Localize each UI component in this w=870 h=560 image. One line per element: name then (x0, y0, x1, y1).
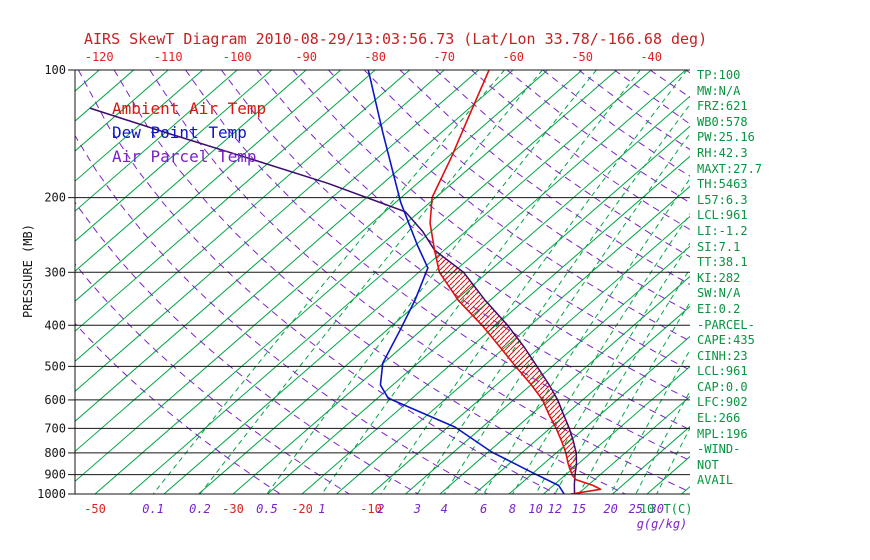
top-temp-tick: -70 (433, 50, 455, 64)
pressure-tick-label: 100 (44, 63, 66, 77)
legend-air-parcel-temp: Air Parcel Temp (112, 147, 257, 166)
pressure-tick-label: 900 (44, 468, 66, 482)
bottom-mixing-tick: 15 (572, 502, 586, 516)
bottom-axis-labels: -50 -30 -20 -100.1 0.2 0.5 1 2 3 4 6 8 10 12 15 20 25 301… (84, 502, 692, 531)
stat-tt-38-1: TT:38.1 (697, 255, 748, 270)
stat-li-1-2: LI:-1.2 (697, 223, 748, 238)
stat-mw-n-a: MW:N/A (697, 83, 741, 98)
top-temp-tick: -80 (364, 50, 386, 64)
bottom-mixing-tick: 3 (413, 502, 421, 516)
bottom-mixing-tick: 4 (441, 502, 448, 516)
bottom-temp-tick: -30 (222, 502, 244, 516)
bottom-mixing-tick: 0.2 (189, 502, 211, 516)
stat-maxt-27-7: MAXT:27.7 (697, 161, 763, 176)
stat-avail: AVAIL (697, 473, 734, 488)
stat-frz-621: FRZ:621 (697, 99, 748, 114)
legend-dew-point-temp: Dew Point Temp (112, 123, 247, 142)
stat-parcel: -PARCEL- (697, 317, 755, 332)
bottom-mixing-tick: 2 (377, 502, 384, 516)
pressure-tick-label: 1000 (37, 487, 66, 501)
chart-title: AIRS SkewT Diagram 2010-08-29/13:03:56.7… (84, 30, 708, 48)
pressure-tick-label: 200 (44, 191, 66, 205)
legend: Ambient Air Temp Dew Point Temp Air Parc… (112, 97, 266, 169)
bottom-mixing-tick: 0.5 (256, 502, 278, 516)
pressure-tick-label: 400 (44, 318, 66, 332)
stat-lfc-902: LFC:902 (697, 395, 748, 410)
top-temp-tick: -60 (502, 50, 524, 64)
stat-tp-100: TP:100 (697, 68, 741, 82)
pressure-gridlines (75, 69, 690, 495)
pressure-tick-label: 700 (44, 421, 66, 435)
stat-lcl-961: LCL:961 (697, 364, 748, 379)
bottom-mixing-tick: 6 (480, 502, 487, 516)
legend-ambient-air-temp: Ambient Air Temp (112, 99, 267, 118)
bottom-mixing-tick: 30 (648, 502, 663, 516)
top-temp-tick: -100 (223, 50, 252, 64)
stat-cap-0-0: CAP:0.0 (697, 379, 748, 394)
stat-si-7-1: SI:7.1 (697, 239, 741, 254)
stat-lcl-961: LCL:961 (697, 208, 748, 223)
dry-adiabat-grid (75, 70, 690, 494)
bottom-mixing-tick: 1 (318, 502, 325, 516)
bottom-mixing-tick: 12 (548, 502, 562, 516)
top-temp-tick: -110 (154, 50, 183, 64)
gkg-unit-label: g(g/kg) (637, 517, 688, 531)
grid (75, 70, 690, 494)
bottom-green-tick: 10 (640, 502, 654, 516)
stat-th-5463: TH:5463 (697, 177, 748, 192)
top-temp-tick: -50 (571, 50, 593, 64)
bottom-mixing-tick: 10 (528, 502, 542, 516)
y-axis-line (68, 69, 76, 495)
bottom-mixing-tick: 25 (629, 502, 643, 516)
pressure-tick-label: 500 (44, 359, 66, 373)
stat-sw-n-a: SW:N/A (697, 286, 741, 301)
stat-ki-282: KI:282 (697, 270, 741, 285)
pressure-tick-label: 300 (44, 265, 66, 279)
tc-unit-label: T(C) (664, 502, 693, 516)
top-temp-tick: -40 (640, 50, 662, 64)
pressure-tick-label: 600 (44, 393, 66, 407)
stat-not: NOT (697, 457, 719, 472)
stat-wind: -WIND- (697, 442, 741, 457)
stat-cinh-23: CINH:23 (697, 348, 748, 363)
dewpoint-curve (367, 70, 565, 494)
bottom-mixing-tick: 20 (603, 502, 617, 516)
mixing-ratio-grid (152, 70, 690, 494)
top-temp-tick: -90 (295, 50, 317, 64)
pressure-tick-label: 800 (44, 446, 66, 460)
stat-l57-6-3: L57:6.3 (697, 192, 748, 207)
stat-wb0-578: WB0:578 (697, 114, 748, 129)
stat-cape-435: CAPE:435 (697, 333, 755, 348)
pressure-axis-title: PRESSURE (MB) (21, 224, 35, 318)
stats-panel: TP:100 MW:N/A FRZ:621 WB0:578 PW:25.16 RH:42.… (697, 68, 762, 489)
top-axis-ticks: -120 -110 -100 -90 -80 -70 -60 -50 -40 (85, 50, 662, 64)
bottom-temp-tick: -20 (291, 502, 313, 516)
stat-rh-42-3: RH:42.3 (697, 145, 748, 160)
stat-ei-0-2: EI:0.2 (697, 301, 741, 316)
bottom-temp-tick: -10 (360, 502, 382, 516)
stat-pw-25-16: PW:25.16 (697, 130, 755, 145)
stat-mpl-196: MPL:196 (697, 426, 748, 441)
cape-hatch-region (434, 250, 577, 476)
bottom-mixing-tick: 0.1 (142, 502, 164, 516)
left-axis-ticks: 100 200 300 400 500 600 700 800 900 1000 (37, 63, 66, 501)
bottom-temp-tick: -50 (84, 502, 106, 516)
bottom-mixing-tick: 8 (509, 502, 516, 516)
top-temp-tick: -120 (85, 50, 114, 64)
ambient-temp-curve (429, 70, 602, 494)
stat-el-266: EL:266 (697, 411, 741, 426)
